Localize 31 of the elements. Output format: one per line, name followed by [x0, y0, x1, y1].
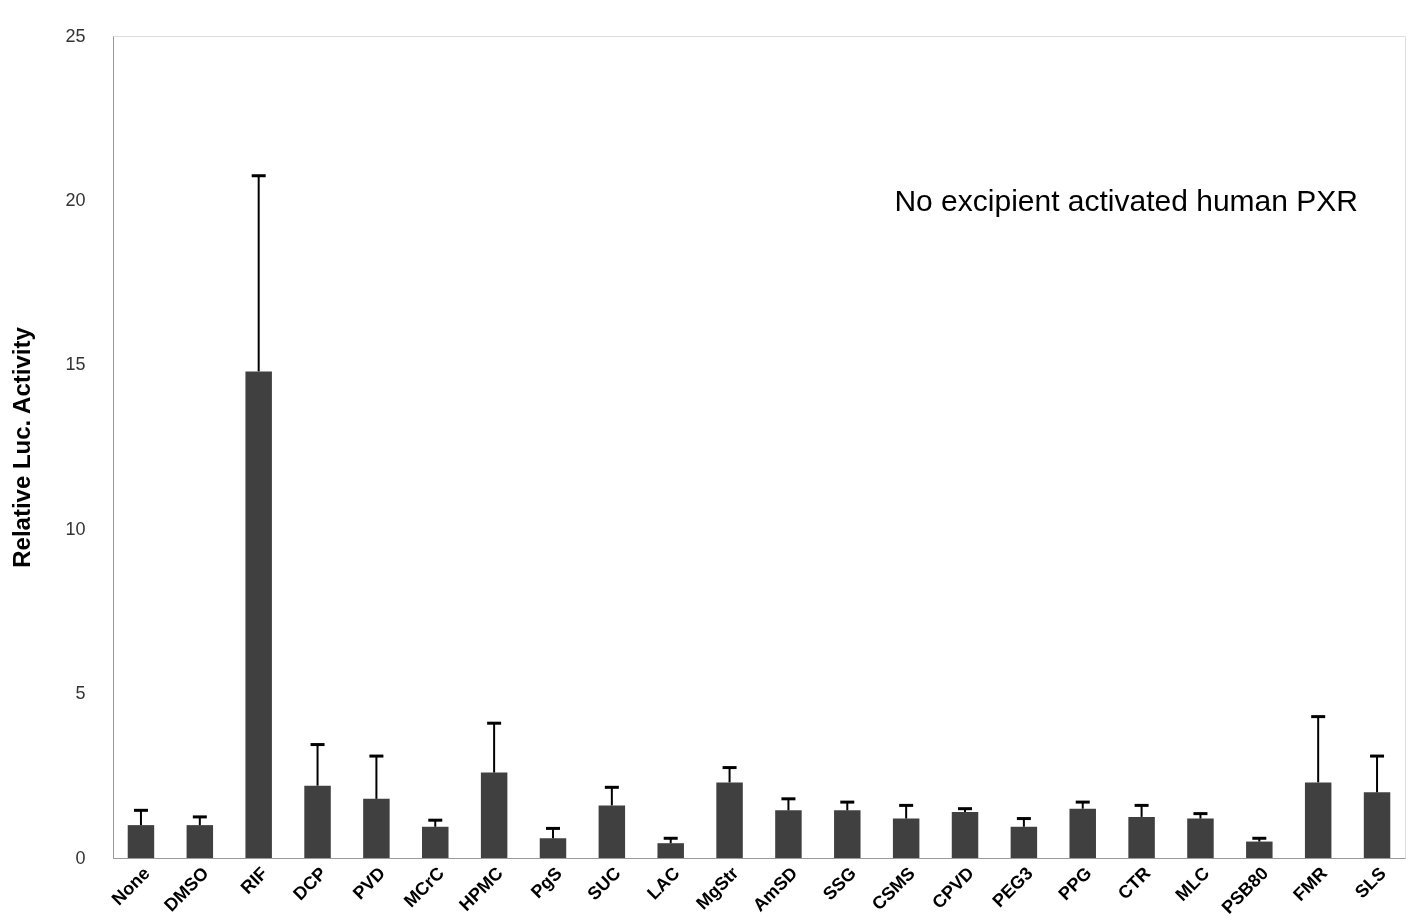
bar [1187, 818, 1214, 858]
bar [1128, 816, 1155, 858]
bar [480, 772, 508, 858]
x-tick-label: RIF [236, 863, 272, 898]
y-tick-label: 25 [65, 25, 86, 46]
bar [1069, 808, 1096, 858]
bar [834, 810, 861, 858]
annotation: No excipient activated human PXR [894, 184, 1358, 217]
bar [892, 818, 920, 858]
bar [1246, 841, 1273, 858]
y-tick-label: 0 [75, 847, 86, 868]
bar [657, 843, 684, 858]
y-tick-label: 15 [65, 354, 86, 375]
bar [422, 826, 449, 858]
y-tick-label: 20 [65, 189, 86, 210]
bar [1304, 782, 1332, 858]
y-axis-title: Relative Luc. Activity [8, 326, 36, 568]
bar [245, 371, 272, 858]
bar [304, 785, 331, 858]
y-tick-label: 10 [65, 518, 86, 539]
bar [186, 825, 214, 858]
bar [127, 825, 155, 858]
bar [598, 805, 626, 858]
y-tick-label: 5 [75, 683, 86, 704]
bar [539, 838, 567, 858]
bar [951, 811, 979, 858]
bar [1010, 826, 1038, 858]
bar [1363, 792, 1391, 858]
bar [363, 798, 390, 858]
bar [775, 810, 802, 858]
bar [716, 782, 743, 858]
